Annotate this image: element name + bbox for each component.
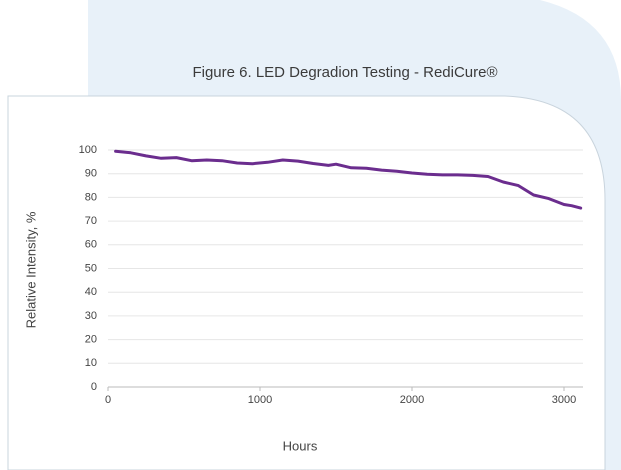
y-tick-label: 60	[85, 239, 97, 251]
y-tick-label: 20	[85, 334, 97, 346]
y-tick-label: 40	[85, 286, 97, 298]
x-tick-label: 1000	[248, 394, 272, 406]
y-axis-label: Relative Intensity, %	[23, 211, 38, 328]
y-tick-label: 100	[79, 144, 97, 156]
chart-title: Figure 6. LED Degradion Testing - RediCu…	[192, 64, 497, 81]
data-line	[114, 149, 583, 210]
chart-card	[7, 95, 606, 470]
y-tick-label: 0	[91, 381, 97, 393]
y-tick-label: 30	[85, 310, 97, 322]
y-tick-label: 80	[85, 191, 97, 203]
x-axis-label: Hours	[283, 438, 318, 453]
x-tick-label: 3000	[552, 394, 576, 406]
y-tick-label: 50	[85, 262, 97, 274]
x-tick-label: 0	[105, 394, 111, 406]
x-tick-label: 2000	[400, 394, 424, 406]
y-tick-label: 90	[85, 168, 97, 180]
y-tick-label: 70	[85, 215, 97, 227]
y-tick-label: 10	[85, 357, 97, 369]
